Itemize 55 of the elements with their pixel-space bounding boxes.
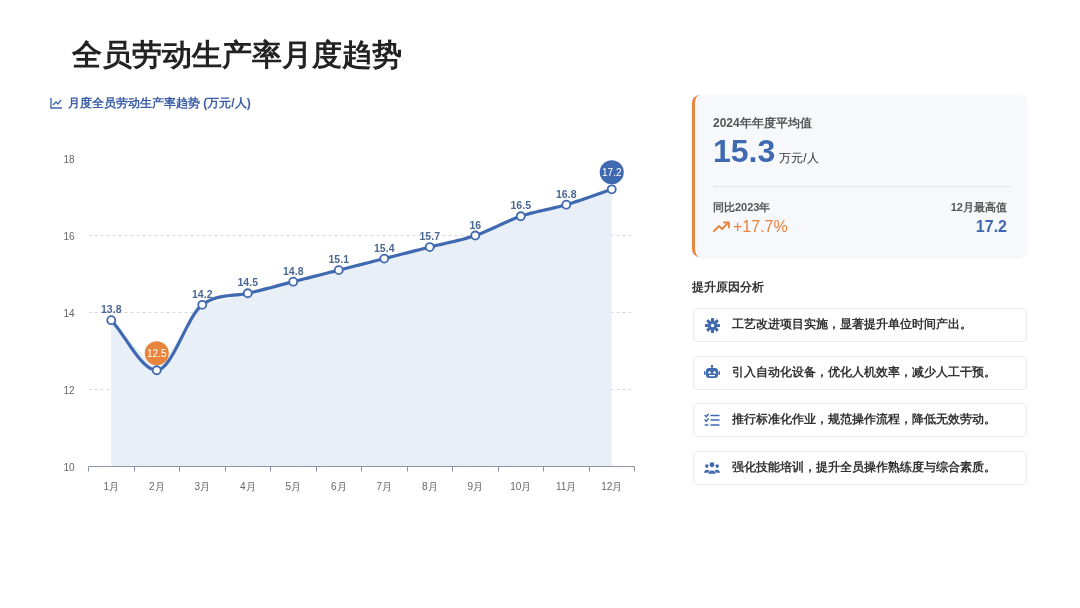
x-tick-label: 2月 [148,480,165,492]
point [333,265,344,276]
data-label: 16.8 [556,187,577,200]
point [151,365,162,376]
x-tick-label: 9月 [467,480,484,492]
annotation: 12.5 [147,348,167,360]
text: 提升原因分析 [692,279,764,295]
point [515,211,526,222]
data-label: 14.8 [283,264,304,277]
annotation: 17.2 [602,167,622,179]
data-label: 15.1 [328,253,350,266]
data-label: 16.5 [510,199,532,212]
text: 强化技能培训，提升全员操作熟练度与综合素质。 [732,458,996,476]
y-tick-label: 12 [63,384,75,396]
text: +17.7% [733,217,788,237]
point [561,199,572,210]
x-tick-label: 1月 [103,480,120,492]
text: 12月最高值 [950,200,1007,214]
point [242,288,253,299]
point [106,315,117,326]
data-label: 15.7 [419,230,441,243]
y-tick-label: 14 [63,307,75,319]
x-tick-label: 12月 [601,480,623,492]
text: 2024年年度平均值 [713,115,812,131]
text: 15.3 [713,132,776,171]
x-tick-label: 11月 [556,480,577,492]
point [470,230,481,241]
y-tick-label: 16 [63,230,75,242]
point [197,299,208,310]
chart-subtitle: 月度全员劳动生产率趋势 (万元/人) [68,95,251,111]
x-tick-label: 3月 [194,480,211,492]
x-tick-label: 7月 [376,480,393,492]
y-tick-label: 18 [63,153,75,165]
y-tick-label: 10 [63,461,75,473]
x-tick-label: 10月 [510,480,532,492]
point [379,253,390,264]
text: 推行标准化作业，规范操作流程，降低无效劳动。 [732,411,996,429]
text: 17.2 [975,217,1007,237]
chart-title: 全员劳动生产率月度趋势 [72,37,402,73]
point [606,184,617,195]
x-tick-label: 8月 [421,480,438,492]
text: 同比2023年 [713,200,771,214]
data-label: 14.5 [237,276,259,289]
text: 工艺改进项目实施，显著提升单位时间产出。 [732,316,972,334]
text: 万元/人 [779,150,819,166]
data-label: 14.2 [192,287,213,300]
data-label: 16 [469,218,482,231]
data-label: 13.8 [101,303,122,316]
point [288,276,299,287]
x-tick-label: 4月 [239,480,256,492]
point [424,242,435,252]
x-tick-label: 6月 [330,480,347,492]
text: 引入自动化设备，优化人机效率，减少人工干预。 [732,363,996,381]
data-label: 15.4 [374,241,395,254]
x-tick-label: 5月 [285,480,302,492]
